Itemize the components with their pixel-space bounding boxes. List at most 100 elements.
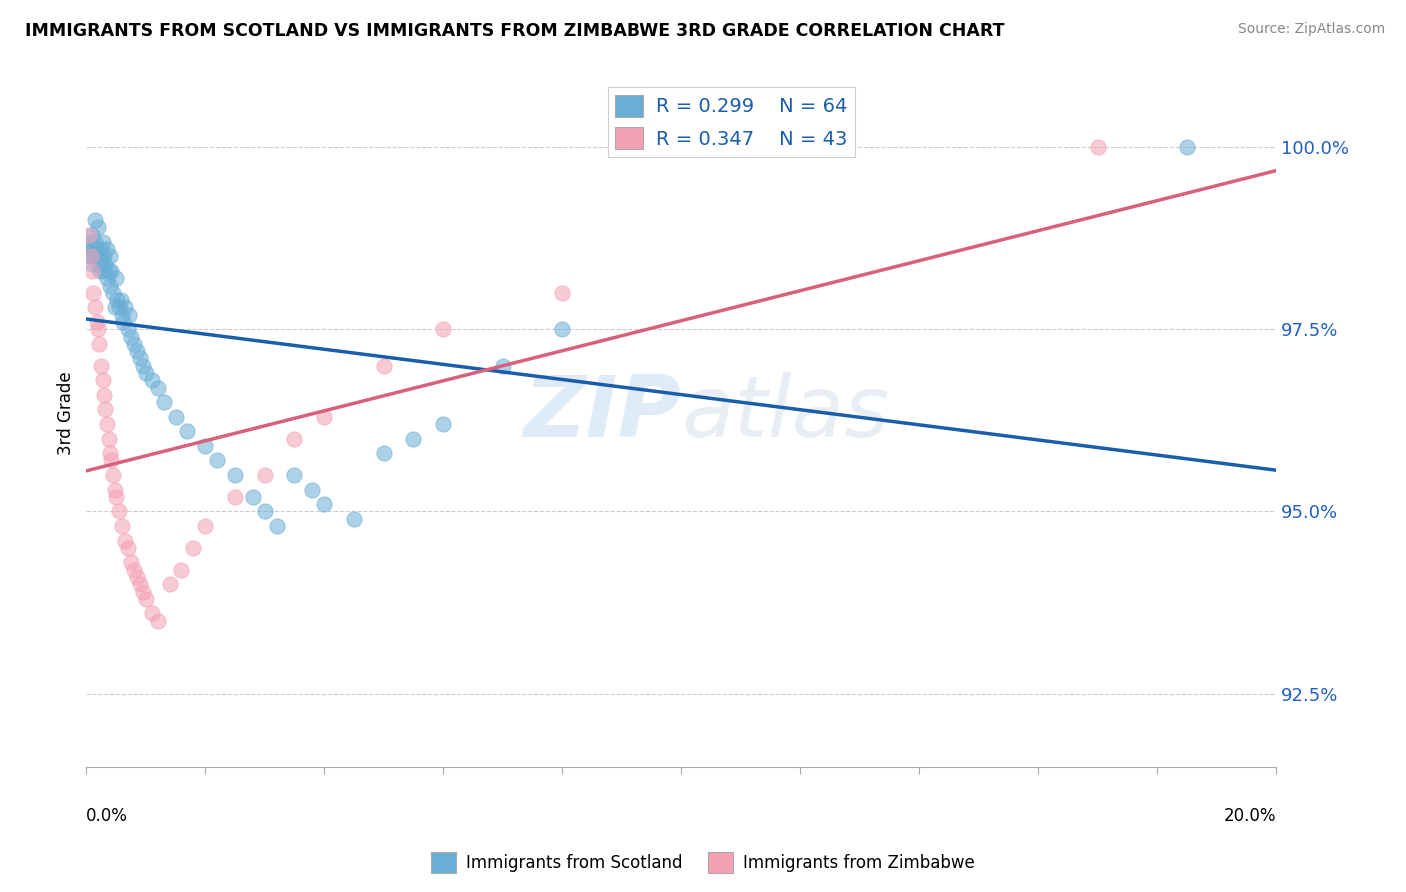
Point	[87, 322, 110, 336]
Point	[373, 446, 395, 460]
Point	[100, 264, 122, 278]
Legend: Immigrants from Scotland, Immigrants from Zimbabwe: Immigrants from Scotland, Immigrants fro…	[425, 846, 981, 880]
Y-axis label: 3rd Grade: 3rd Grade	[58, 371, 75, 455]
Point	[97, 264, 120, 278]
Point	[1087, 140, 1109, 154]
Point	[551, 322, 574, 336]
Point	[98, 446, 121, 460]
Point	[253, 504, 276, 518]
Point	[108, 301, 131, 315]
Point	[104, 483, 127, 497]
Point	[283, 432, 305, 446]
Point	[125, 344, 148, 359]
Text: Source: ZipAtlas.com: Source: ZipAtlas.com	[1237, 22, 1385, 37]
Point	[141, 607, 163, 621]
Point	[90, 242, 112, 256]
Point	[111, 519, 134, 533]
Point	[492, 359, 515, 373]
Point	[132, 584, 155, 599]
Point	[551, 285, 574, 300]
Point	[96, 242, 118, 256]
Point	[114, 301, 136, 315]
Point	[132, 359, 155, 373]
Point	[135, 591, 157, 606]
Point	[110, 293, 132, 307]
Point	[82, 257, 104, 271]
Point	[194, 439, 217, 453]
Point	[176, 425, 198, 439]
Point	[80, 242, 103, 256]
Point	[97, 432, 120, 446]
Point	[108, 504, 131, 518]
Point	[118, 308, 141, 322]
Point	[146, 380, 169, 394]
Point	[104, 301, 127, 315]
Legend: R = 0.299    N = 64, R = 0.347    N = 43: R = 0.299 N = 64, R = 0.347 N = 43	[607, 87, 855, 157]
Point	[111, 308, 134, 322]
Point	[96, 417, 118, 431]
Text: 20.0%: 20.0%	[1223, 806, 1277, 824]
Point	[82, 242, 104, 256]
Point	[98, 278, 121, 293]
Point	[87, 220, 110, 235]
Point	[122, 336, 145, 351]
Point	[100, 453, 122, 467]
Point	[101, 285, 124, 300]
Point	[101, 468, 124, 483]
Point	[82, 285, 104, 300]
Point	[122, 563, 145, 577]
Point	[80, 249, 103, 263]
Point	[128, 577, 150, 591]
Point	[194, 519, 217, 533]
Point	[93, 388, 115, 402]
Point	[89, 264, 111, 278]
Point	[98, 249, 121, 263]
Point	[128, 351, 150, 366]
Point	[90, 359, 112, 373]
Point	[93, 249, 115, 263]
Point	[79, 249, 101, 263]
Point	[152, 395, 174, 409]
Point	[205, 453, 228, 467]
Point	[91, 373, 114, 387]
Text: 0.0%: 0.0%	[86, 806, 128, 824]
Point	[170, 563, 193, 577]
Point	[135, 366, 157, 380]
Point	[253, 468, 276, 483]
Point	[224, 468, 246, 483]
Point	[117, 322, 139, 336]
Point	[165, 409, 187, 424]
Point	[94, 257, 117, 271]
Point	[159, 577, 181, 591]
Point	[96, 271, 118, 285]
Point	[91, 257, 114, 271]
Point	[86, 315, 108, 329]
Point	[224, 490, 246, 504]
Point	[91, 235, 114, 249]
Point	[117, 541, 139, 555]
Point	[93, 264, 115, 278]
Point	[82, 264, 104, 278]
Point	[84, 235, 107, 249]
Point	[314, 497, 336, 511]
Point	[89, 249, 111, 263]
Point	[105, 490, 128, 504]
Point	[84, 213, 107, 227]
Point	[283, 468, 305, 483]
Point	[125, 570, 148, 584]
Point	[105, 271, 128, 285]
Point	[105, 293, 128, 307]
Point	[432, 322, 454, 336]
Point	[402, 432, 425, 446]
Point	[343, 512, 366, 526]
Point	[94, 402, 117, 417]
Point	[87, 257, 110, 271]
Point	[242, 490, 264, 504]
Point	[83, 249, 105, 263]
Point	[84, 301, 107, 315]
Point	[120, 329, 142, 343]
Point	[1175, 140, 1198, 154]
Point	[114, 533, 136, 548]
Point	[77, 235, 100, 249]
Point	[373, 359, 395, 373]
